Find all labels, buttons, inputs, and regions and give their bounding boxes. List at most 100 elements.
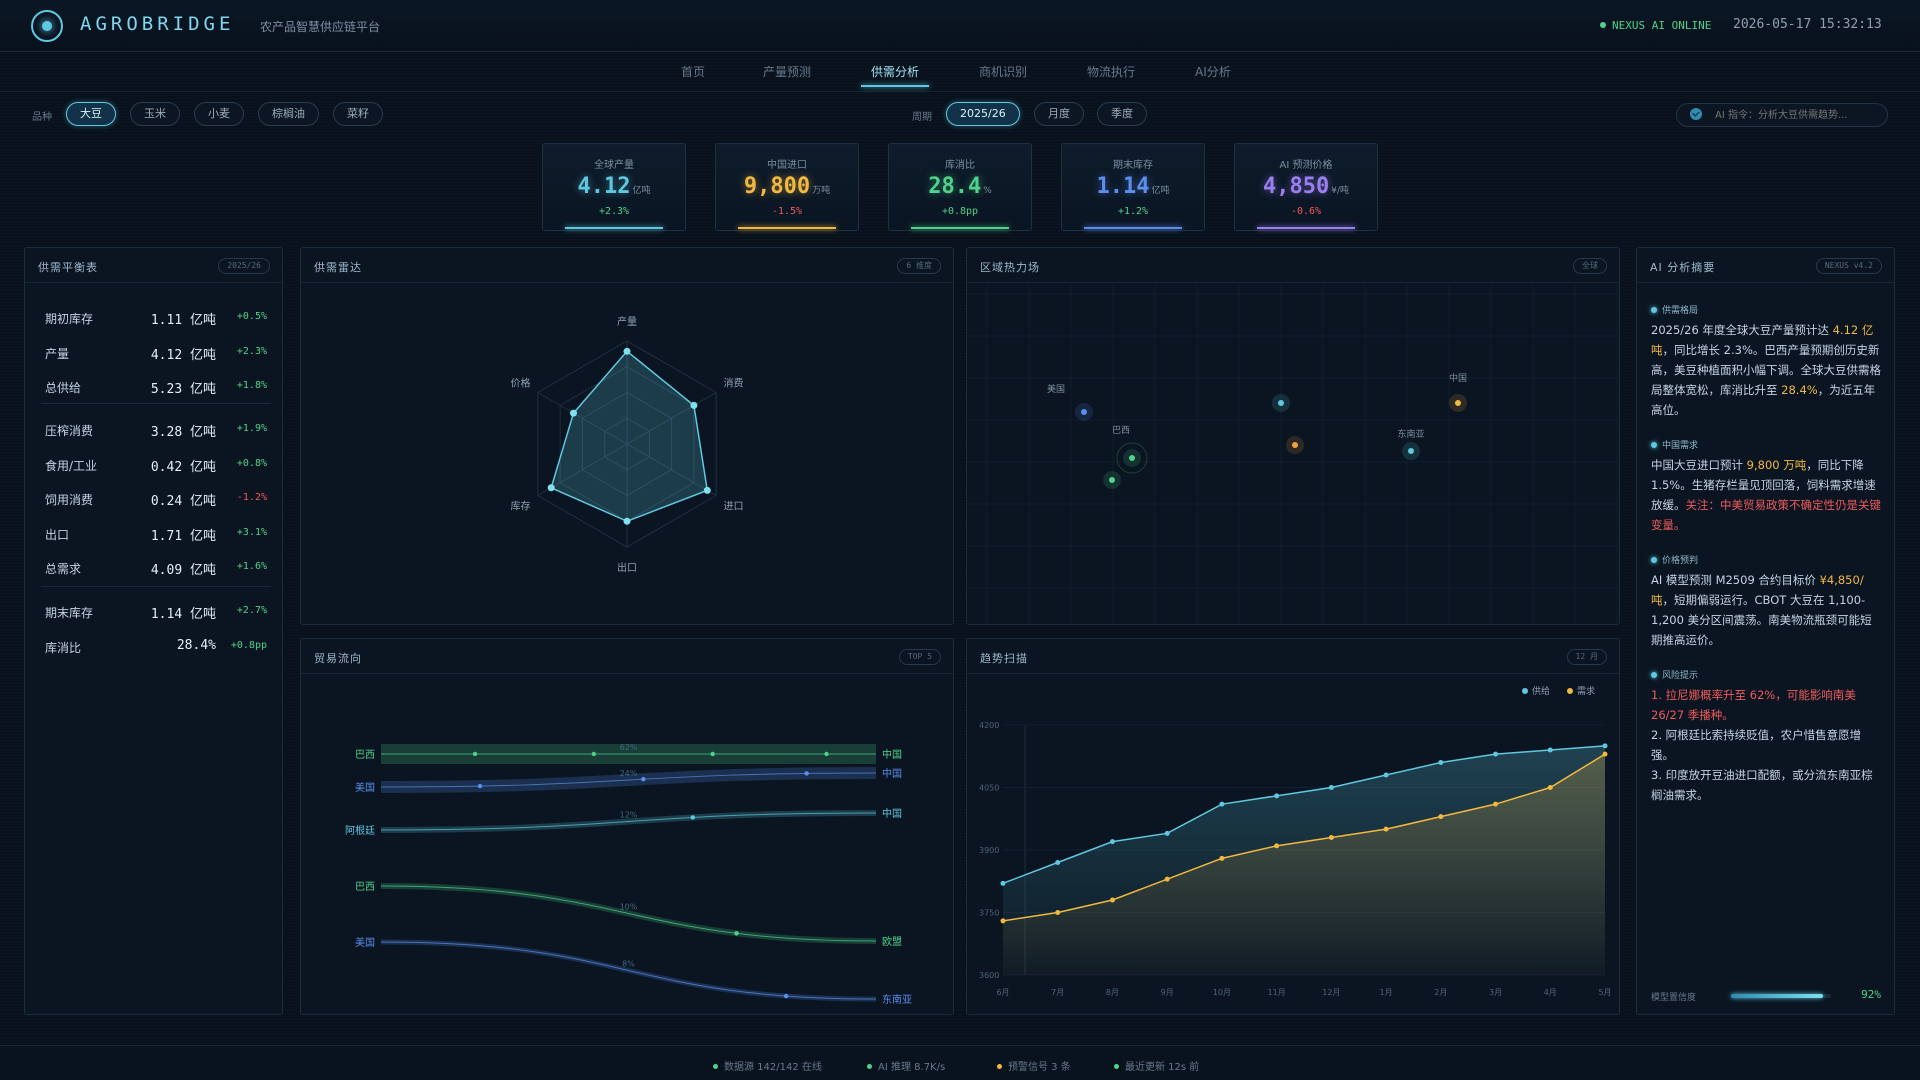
variety-chip-wheat[interactable]: 小麦: [194, 102, 244, 126]
heat-pulse-ring: [1116, 442, 1148, 474]
ai-command-input[interactable]: [1676, 103, 1888, 127]
period-chip-monthly[interactable]: 月度: [1034, 102, 1084, 126]
data-point[interactable]: [1602, 743, 1608, 749]
data-point[interactable]: [1055, 910, 1061, 915]
kpi-unit: 万吨: [812, 186, 831, 196]
kpi-delta: +2.3%: [598, 206, 630, 217]
x-tick-label: 2月: [1434, 988, 1447, 997]
tab-home[interactable]: 首页: [681, 65, 706, 79]
balance-item-value: 1.71 亿吨: [150, 529, 216, 544]
heat-point[interactable]: [1408, 448, 1414, 454]
flow-origin: 巴西: [355, 749, 375, 761]
variety-chip-palm-oil[interactable]: 棕榈油: [258, 102, 319, 126]
balance-row: 库消比 28.4% +0.8pp: [45, 633, 267, 659]
data-point[interactable]: [1438, 760, 1444, 765]
tab-opportunity[interactable]: 商机识别: [979, 65, 1028, 79]
data-point[interactable]: [1000, 918, 1006, 924]
radar-point[interactable]: [703, 486, 711, 494]
variety-chip-rapeseed[interactable]: 菜籽: [333, 102, 383, 126]
flow-particle: [477, 783, 483, 789]
period-chip-quarterly[interactable]: 季度: [1097, 102, 1147, 126]
heat-point[interactable]: [1081, 409, 1087, 415]
data-point[interactable]: [1219, 855, 1225, 861]
balance-row: 总供给 5.23 亿吨 +1.8%: [45, 373, 267, 399]
summary-span: ，为近五年高位。: [1651, 383, 1876, 417]
flow-destination: 东南亚: [882, 993, 912, 1006]
x-tick-label: 12月: [1322, 988, 1340, 997]
data-point[interactable]: [1602, 751, 1608, 757]
balance-item-name: 总供给: [45, 381, 82, 395]
summary-heading-risk-alert: 风险提示: [1651, 668, 1881, 681]
radar-point[interactable]: [547, 484, 555, 492]
tab-ai-analysis[interactable]: AI分析: [1195, 65, 1231, 79]
flow-destination: 中国: [882, 807, 902, 820]
balance-item-delta: -1.2%: [236, 492, 267, 503]
kpi-delta: -0.6%: [1290, 206, 1322, 217]
summary-span: 1. 拉尼娜概率升至 62%，可能影响南美 26/27 季播种。: [1651, 688, 1856, 722]
data-point[interactable]: [1328, 785, 1334, 790]
heat-point[interactable]: [1278, 400, 1284, 406]
y-tick-label: 3750: [979, 909, 999, 918]
data-point[interactable]: [1219, 801, 1225, 807]
data-point[interactable]: [1493, 801, 1499, 807]
summary-text-china-demand: 中国大豆进口预计 9,800 万吨，同比下降 1.5%。生猪存栏量见顶回落，饲料…: [1651, 455, 1883, 535]
data-point[interactable]: [1164, 876, 1170, 882]
data-point[interactable]: [1109, 897, 1115, 903]
period-chip-season[interactable]: 2025/26: [946, 102, 1020, 126]
flow-particle: [591, 751, 597, 757]
y-tick-label: 3900: [979, 846, 999, 855]
balance-item-name: 产量: [45, 347, 70, 361]
data-point[interactable]: [1383, 772, 1389, 778]
balance-row: 压榨消费 3.28 亿吨 +1.9%: [45, 416, 267, 442]
heat-point[interactable]: [1129, 455, 1135, 461]
radar-point[interactable]: [569, 409, 577, 417]
kpi-unit: %: [983, 186, 992, 196]
data-point[interactable]: [1547, 747, 1553, 753]
panel-title: 趋势扫描: [980, 652, 1028, 665]
variety-chip-soybean[interactable]: 大豆: [66, 102, 116, 126]
data-point[interactable]: [1164, 830, 1170, 836]
heat-point[interactable]: [1292, 442, 1298, 448]
flow-share: 10%: [620, 903, 638, 912]
data-point[interactable]: [1547, 785, 1553, 790]
series-line-1[interactable]: [1002, 753, 1606, 922]
kpi-card-ai-price[interactable]: AI 预测价格 4,850 ¥/吨 -0.6%: [1234, 143, 1378, 231]
variety-label: 品种: [32, 112, 52, 123]
heat-point[interactable]: [1109, 477, 1115, 483]
data-point[interactable]: [1493, 751, 1499, 757]
radar-axis-line: [537, 392, 628, 445]
data-point[interactable]: [1274, 793, 1280, 799]
kpi-card-global-production[interactable]: 全球产量 4.12 亿吨 +2.3%: [542, 143, 686, 231]
tab-supply-demand[interactable]: 供需分析: [860, 65, 930, 87]
data-point[interactable]: [1109, 839, 1115, 845]
balance-row: 期末库存 1.14 亿吨 +2.7%: [45, 598, 267, 624]
series-line-0[interactable]: [1002, 745, 1606, 885]
data-point[interactable]: [1328, 835, 1334, 840]
panel-badge: 12 月: [1566, 649, 1607, 665]
radar-point[interactable]: [690, 401, 698, 409]
data-point[interactable]: [1438, 814, 1444, 820]
radar-point[interactable]: [623, 517, 631, 525]
data-point[interactable]: [1000, 880, 1006, 886]
data-point[interactable]: [1055, 860, 1061, 865]
data-point[interactable]: [1383, 826, 1389, 832]
kpi-card-stock-use-ratio[interactable]: 库消比 28.4% +0.8pp: [888, 143, 1032, 231]
data-point[interactable]: [1274, 843, 1280, 849]
panel-title: AI 分析摘要: [1650, 261, 1716, 274]
tab-yield-forecast[interactable]: 产量预测: [763, 65, 812, 79]
status-alerts: 预警信号 3 条: [997, 1058, 1071, 1073]
legend-swatch: [1522, 688, 1528, 694]
variety-chip-corn[interactable]: 玉米: [130, 102, 180, 126]
radar-point[interactable]: [623, 347, 631, 355]
kpi-accent-bar: [911, 227, 1009, 229]
tab-logistics[interactable]: 物流执行: [1087, 65, 1136, 79]
kpi-card-china-import[interactable]: 中国进口 9,800 万吨 -1.5%: [715, 143, 859, 231]
heat-point[interactable]: [1455, 400, 1461, 406]
summary-span: 2025/26 年度全球大豆产量预计达: [1651, 323, 1833, 337]
kpi-delta: +0.8pp: [941, 206, 979, 217]
status-datasource: 数据源 142/142 在线: [713, 1058, 822, 1073]
check-circle-icon: [1690, 108, 1702, 120]
kpi-card-ending-stock[interactable]: 期末库存 1.14 亿吨 +1.2%: [1061, 143, 1205, 231]
balance-item-name: 压榨消费: [45, 424, 94, 438]
